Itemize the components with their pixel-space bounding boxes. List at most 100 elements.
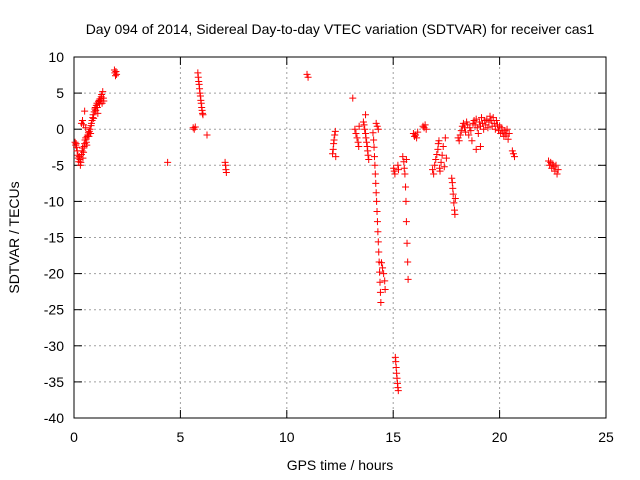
data-point — [370, 153, 378, 161]
data-point — [191, 123, 199, 131]
data-point — [330, 136, 338, 144]
data-point — [465, 131, 473, 139]
data-point — [402, 183, 410, 191]
chart-title: Day 094 of 2014, Sidereal Day-to-day VTE… — [86, 21, 595, 37]
data-point — [549, 160, 557, 168]
grid-lines — [74, 57, 606, 418]
data-point — [362, 111, 370, 119]
data-point — [462, 128, 470, 136]
data-point — [371, 161, 379, 169]
data-point — [303, 70, 311, 78]
data-point — [508, 147, 516, 155]
data-point — [112, 67, 120, 75]
data-point — [492, 117, 500, 125]
data-point — [371, 170, 379, 178]
data-point — [390, 167, 398, 175]
data-point — [359, 118, 367, 126]
data-point — [373, 197, 381, 205]
data-point — [86, 125, 94, 133]
data-point — [486, 112, 494, 120]
data-point — [459, 119, 467, 127]
data-point — [100, 97, 108, 105]
data-point — [468, 137, 476, 145]
data-point — [381, 277, 389, 285]
data-point — [365, 156, 373, 164]
data-point — [394, 161, 402, 169]
data-point — [87, 130, 95, 138]
x-tick-label: 5 — [177, 429, 185, 445]
data-point — [510, 153, 518, 161]
data-point — [381, 285, 389, 293]
data-point — [79, 117, 87, 125]
data-point — [433, 150, 441, 158]
data-point — [414, 128, 422, 136]
data-point — [399, 153, 407, 161]
data-point — [355, 122, 363, 130]
data-point — [94, 109, 102, 117]
data-point — [403, 239, 411, 247]
data-point — [360, 121, 368, 129]
data-point — [199, 111, 207, 119]
data-point — [331, 131, 339, 139]
data-point — [429, 166, 437, 174]
data-point — [73, 143, 81, 151]
x-axis-title: GPS time / hours — [287, 457, 394, 473]
data-point — [376, 288, 384, 296]
data-point — [390, 164, 398, 172]
data-point — [377, 259, 385, 267]
y-tick-label: 0 — [56, 121, 64, 137]
data-point — [436, 167, 444, 175]
y-tick-label: -30 — [44, 338, 64, 354]
data-point — [552, 161, 560, 169]
data-point — [372, 189, 380, 197]
data-point — [442, 154, 450, 162]
data-point — [79, 154, 87, 162]
data-point — [394, 387, 402, 395]
data-point — [82, 124, 90, 132]
data-point — [503, 125, 511, 133]
data-point — [111, 69, 119, 77]
data-point — [491, 125, 499, 133]
data-point — [463, 118, 471, 126]
data-point — [77, 158, 85, 166]
data-point — [455, 137, 463, 145]
data-point — [451, 210, 459, 218]
data-point — [80, 148, 88, 156]
data-point — [395, 166, 403, 174]
axis-ticks: 10 5 0 -5 -10 -15 -20 -25 -30 -35 -40 0 5 10 15 20 25 — [44, 49, 614, 445]
data-point — [354, 138, 362, 146]
data-point — [505, 130, 513, 138]
data-point — [509, 150, 517, 158]
data-point — [478, 114, 486, 122]
data-point — [421, 121, 429, 129]
data-point — [372, 179, 380, 187]
x-tick-label: 25 — [598, 429, 614, 445]
data-point — [379, 264, 387, 272]
data-point — [439, 143, 447, 151]
data-point — [361, 125, 369, 133]
data-point — [364, 151, 372, 159]
data-point — [476, 143, 484, 151]
data-point — [352, 130, 360, 138]
data-point — [377, 298, 385, 306]
data-point — [373, 122, 381, 130]
data-point — [504, 135, 512, 143]
data-point — [472, 115, 480, 123]
data-point — [467, 127, 475, 135]
data-point — [440, 163, 448, 171]
data-point — [362, 134, 370, 142]
data-point — [87, 119, 95, 127]
data-point — [430, 170, 438, 178]
data-point — [554, 166, 562, 174]
data-point — [331, 127, 339, 135]
data-point — [400, 164, 408, 172]
data-point — [404, 258, 412, 266]
data-point — [480, 125, 488, 133]
y-tick-label: -40 — [44, 410, 64, 426]
data-point — [373, 218, 381, 226]
data-point — [99, 88, 107, 96]
data-point — [402, 156, 410, 164]
y-tick-label: 10 — [48, 49, 64, 65]
